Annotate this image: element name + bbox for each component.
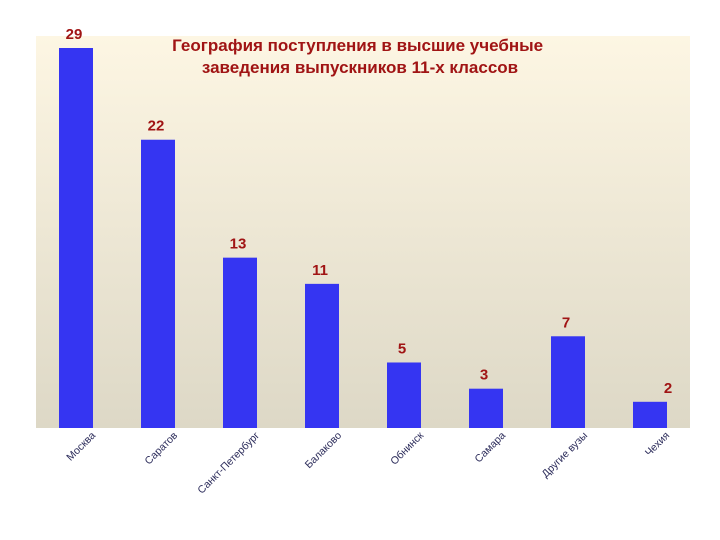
plot-area [36,36,690,428]
bar-3 [223,257,257,428]
value-label-7: 7 [562,314,570,331]
bar-8 [633,401,667,428]
category-label-1: Москва [64,430,98,464]
value-label-4: 11 [312,262,328,279]
bar-2 [141,139,175,429]
category-label-4: Балаково [303,430,345,472]
value-label-8: 2 [664,380,672,397]
bar-6 [469,388,503,428]
bar-5 [387,362,421,428]
value-label-1: 29 [66,26,83,43]
value-label-2: 22 [148,118,165,135]
value-label-5: 5 [398,340,406,357]
bar-4 [305,283,339,428]
bar-1 [59,48,93,428]
category-label-5: Обнинск [388,429,426,467]
category-label-2: Саратов [143,429,181,467]
category-label-6: Самара [473,430,509,466]
category-label-3: Санкт-Петербург [195,430,262,497]
value-label-6: 3 [480,367,488,384]
value-label-3: 13 [230,236,247,253]
category-label-8: Чехия [643,430,672,459]
value-labels: 29 22 13 11 5 3 7 2 [66,26,673,397]
bar-7 [551,336,585,428]
category-label-7: Другие вузы [540,430,591,481]
category-labels: Москва Саратов Санкт-Петербург Балаково Обни… [64,429,672,496]
chart-title: География поступления в высшие учебные з… [172,36,548,77]
bars [59,48,667,429]
chart-title-line-1: География поступления в высшие учебные [172,36,543,55]
chart-title-line-2: заведения выпускников 11-х классов [202,58,518,77]
